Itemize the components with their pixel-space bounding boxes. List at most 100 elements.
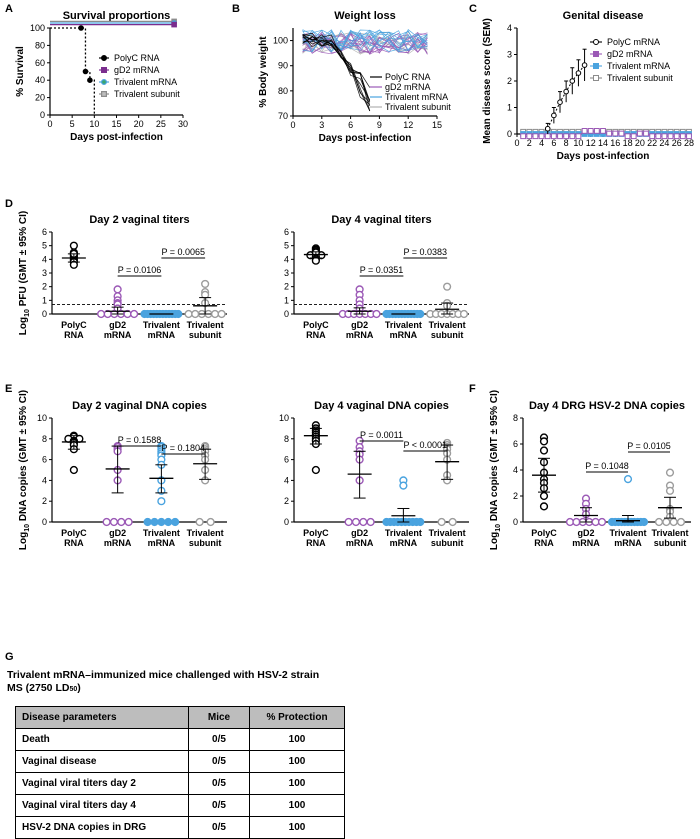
chart-title: Day 4 vaginal DNA copies xyxy=(314,400,449,412)
panel-label-g: G xyxy=(5,651,14,663)
data-point xyxy=(539,491,549,501)
data-point xyxy=(113,285,122,294)
category-label: mRNA xyxy=(614,538,642,548)
weight-trace xyxy=(302,29,428,53)
x-tick-label: 16 xyxy=(610,138,620,148)
category-label: PolyC xyxy=(531,528,557,538)
data-point xyxy=(665,486,675,495)
legend-entry: Trivalent subunit xyxy=(114,89,180,99)
p-value-label: P = 0.1804 xyxy=(161,443,205,453)
legend-marker xyxy=(593,51,599,57)
y-tick-label: 8 xyxy=(42,434,47,444)
category-label: PolyC xyxy=(61,528,87,538)
y-tick-label: 6 xyxy=(42,455,47,465)
y-tick-label: 60 xyxy=(35,58,45,68)
data-point xyxy=(372,309,381,319)
data-point xyxy=(459,309,469,319)
x-tick-label: 26 xyxy=(672,138,682,148)
category-label: Trivalent xyxy=(143,320,180,330)
category-label: Trivalent xyxy=(187,320,224,330)
series-marker xyxy=(563,133,570,140)
series-marker xyxy=(606,130,613,137)
x-tick-label: 0 xyxy=(290,120,295,130)
y-tick-label: 0 xyxy=(507,129,512,139)
weight-trace xyxy=(302,34,371,102)
weight-trace xyxy=(302,29,428,52)
data-point xyxy=(150,517,159,527)
table-cell: 100 xyxy=(249,750,345,773)
series-marker xyxy=(581,128,588,134)
data-point xyxy=(366,517,375,527)
data-point xyxy=(437,517,446,527)
y-tick-label: 6 xyxy=(284,227,289,237)
table-cell: Vaginal viral titers day 2 xyxy=(15,772,189,795)
table-cell: 0/5 xyxy=(188,794,250,817)
y-tick-label: 6 xyxy=(284,455,289,465)
chart-title: Genital disease xyxy=(563,10,644,22)
table-row: Death 0/5 100 xyxy=(15,728,345,751)
data-point xyxy=(448,517,457,527)
y-tick-label: 20 xyxy=(35,93,45,103)
col-mice: Mice xyxy=(188,706,250,729)
category-label: subunit xyxy=(654,538,687,548)
category-label: RNA xyxy=(306,538,326,548)
data-point xyxy=(539,502,549,511)
table-cell: 100 xyxy=(249,816,345,839)
category-label: Trivalent xyxy=(429,320,466,330)
p-value-label: P = 0.1048 xyxy=(585,461,629,471)
y-tick-label: 1 xyxy=(507,103,512,113)
series-marker xyxy=(532,133,539,140)
series-marker xyxy=(575,70,582,76)
series-marker xyxy=(563,88,569,95)
x-tick-label: 30 xyxy=(178,119,188,129)
series-marker xyxy=(624,133,631,140)
x-tick-label: 15 xyxy=(111,119,121,129)
x-tick-label: 0 xyxy=(47,119,52,129)
panel-label-e: E xyxy=(5,383,12,395)
legend-entry: Trivalent mRNA xyxy=(607,61,670,71)
data-point xyxy=(174,309,183,319)
category-label: mRNA xyxy=(346,330,374,340)
protection-table: Disease parameters Mice % Protection Dea… xyxy=(15,706,345,839)
y-tick-label: 8 xyxy=(513,413,518,423)
category-label: mRNA xyxy=(572,538,600,548)
y-axis-label: Log10 DNA copies (GMT ± 95% CI) xyxy=(18,390,31,550)
legend-marker xyxy=(593,63,599,69)
series-marker xyxy=(544,125,551,132)
series-marker xyxy=(655,133,662,140)
legend-entry: Trivalent mRNA xyxy=(385,92,448,102)
legend-marker xyxy=(593,39,599,45)
y-axis-label: Mean disease score (SEM) xyxy=(482,18,493,144)
y-tick-label: 4 xyxy=(513,465,518,475)
data-point xyxy=(311,465,320,475)
data-point xyxy=(97,309,106,319)
data-point xyxy=(669,517,678,527)
category-label: mRNA xyxy=(148,330,176,340)
x-tick-label: 10 xyxy=(573,138,583,148)
y-tick-label: 8 xyxy=(284,434,289,444)
category-label: subunit xyxy=(189,538,222,548)
panel-label-a: A xyxy=(5,3,13,15)
series-marker xyxy=(569,78,576,84)
y-tick-label: 10 xyxy=(37,413,47,423)
data-point xyxy=(124,517,133,527)
table-cell: 100 xyxy=(249,794,345,817)
y-tick-label: 2 xyxy=(42,496,47,506)
p-value-label: P = 0.0011 xyxy=(360,430,403,440)
table-cell: 0/5 xyxy=(188,816,250,839)
data-point xyxy=(157,497,166,506)
y-axis-label: % Body weight xyxy=(258,36,269,108)
y-tick-label: 4 xyxy=(507,23,512,33)
x-tick-label: 10 xyxy=(89,119,99,129)
data-point xyxy=(206,517,215,527)
p-value-label: P = 0.0065 xyxy=(161,247,205,257)
series-marker xyxy=(581,62,588,68)
y-tick-label: 90 xyxy=(278,61,288,71)
series-marker xyxy=(575,133,582,140)
series-marker xyxy=(557,133,563,140)
data-point xyxy=(201,279,210,289)
y-tick-label: 0 xyxy=(513,517,518,527)
data-point xyxy=(539,437,549,446)
x-tick-label: 20 xyxy=(134,119,144,129)
